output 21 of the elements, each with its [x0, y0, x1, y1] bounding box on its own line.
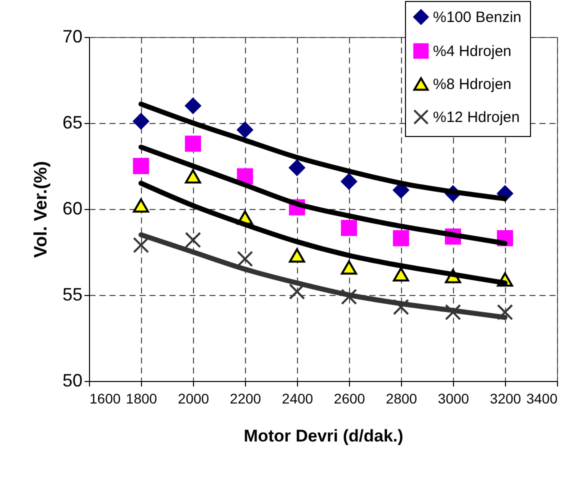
x-tick-label: 3000 [438, 390, 470, 406]
x-tick-label: 1600 [90, 390, 121, 406]
y-tick-label: 55 [62, 284, 82, 304]
x-tick-label: 2800 [386, 390, 418, 406]
x-tick-label: 2600 [334, 390, 366, 406]
x-axis-title: Motor Devri (d/dak.) [244, 426, 404, 446]
x-tick-label: 3400 [526, 390, 558, 406]
legend-label: %12 Hdrojen [433, 109, 520, 126]
legend-label: %100 Benzin [433, 9, 522, 26]
y-tick-label: 65 [62, 112, 82, 132]
y-tick-label: 50 [62, 370, 82, 390]
y-tick-label: 60 [62, 198, 82, 218]
x-tick-label: 1800 [126, 390, 158, 406]
x-tick-label: 2000 [178, 390, 210, 406]
legend-label: %8 Hdrojen [433, 76, 512, 93]
legend-label: %4 Hdrojen [433, 43, 512, 60]
x-tick-label: 3200 [490, 390, 522, 406]
x-tick-label: 2200 [230, 390, 262, 406]
x-tick-label: 2400 [282, 390, 314, 406]
y-tick-label: 70 [62, 26, 82, 46]
y-axis-title: Vol. Ver.(%) [30, 161, 50, 258]
